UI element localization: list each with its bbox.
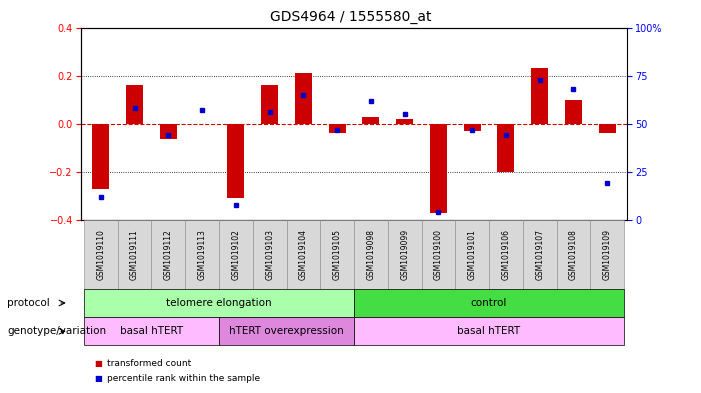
Text: GDS4964 / 1555580_at: GDS4964 / 1555580_at xyxy=(270,10,431,24)
Text: GSM1019098: GSM1019098 xyxy=(367,229,375,280)
Text: genotype/variation: genotype/variation xyxy=(7,326,106,336)
Text: transformed count: transformed count xyxy=(107,359,191,367)
Text: GSM1019101: GSM1019101 xyxy=(468,229,477,280)
Text: GSM1019107: GSM1019107 xyxy=(535,229,544,280)
Text: basal hTERT: basal hTERT xyxy=(120,326,183,336)
Bar xyxy=(362,117,379,124)
Text: GSM1019110: GSM1019110 xyxy=(96,229,105,280)
Text: GSM1019100: GSM1019100 xyxy=(434,229,443,280)
Text: GSM1019103: GSM1019103 xyxy=(265,229,274,280)
Text: basal hTERT: basal hTERT xyxy=(458,326,521,336)
Bar xyxy=(227,124,245,198)
Text: GSM1019104: GSM1019104 xyxy=(299,229,308,280)
Text: GSM1019111: GSM1019111 xyxy=(130,229,139,280)
Text: GSM1019106: GSM1019106 xyxy=(501,229,510,280)
Bar xyxy=(599,124,615,133)
Bar xyxy=(531,68,548,124)
Text: ■: ■ xyxy=(95,375,102,383)
Text: GSM1019105: GSM1019105 xyxy=(333,229,341,280)
Bar xyxy=(498,124,515,172)
Bar xyxy=(261,85,278,124)
Bar xyxy=(329,124,346,133)
Bar xyxy=(463,124,481,131)
Bar xyxy=(430,124,447,213)
Text: ■: ■ xyxy=(95,359,102,367)
Text: GSM1019099: GSM1019099 xyxy=(400,229,409,280)
Text: GSM1019113: GSM1019113 xyxy=(198,229,207,280)
Bar xyxy=(93,124,109,189)
Text: hTERT overexpression: hTERT overexpression xyxy=(229,326,344,336)
Text: GSM1019112: GSM1019112 xyxy=(164,229,173,280)
Text: GSM1019108: GSM1019108 xyxy=(569,229,578,280)
Bar xyxy=(126,85,143,124)
Bar xyxy=(295,73,312,124)
Text: telomere elongation: telomere elongation xyxy=(166,298,272,308)
Text: control: control xyxy=(471,298,508,308)
Text: percentile rank within the sample: percentile rank within the sample xyxy=(107,375,260,383)
Text: GSM1019109: GSM1019109 xyxy=(603,229,612,280)
Text: GSM1019102: GSM1019102 xyxy=(231,229,240,280)
Bar xyxy=(160,124,177,140)
Text: protocol: protocol xyxy=(7,298,50,308)
Bar xyxy=(565,100,582,124)
Bar xyxy=(396,119,413,124)
